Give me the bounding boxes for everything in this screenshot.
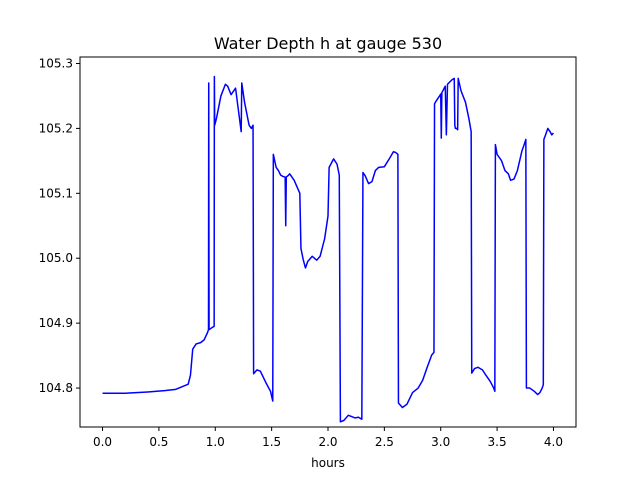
x-tick-label: 3.0	[431, 435, 450, 449]
y-tick-label: 105.3	[39, 56, 73, 70]
plot-area	[79, 56, 577, 428]
x-tick-label: 0.5	[149, 435, 168, 449]
x-axis-label: hours	[311, 456, 345, 470]
y-tick-label: 105.1	[39, 186, 73, 200]
series-line-1	[102, 75, 555, 423]
x-tick-label: 3.5	[488, 435, 507, 449]
plot-frame	[79, 56, 577, 428]
y-axis: 104.8 104.9 105.0 105.1 105.2 105.3	[39, 56, 80, 395]
x-tick-label: 4.0	[544, 435, 563, 449]
y-tick-label: 104.8	[39, 381, 73, 395]
y-tick-label: 105.0	[39, 251, 73, 265]
x-tick-label: 1.0	[206, 435, 225, 449]
y-tick-label: 105.2	[39, 121, 73, 135]
chart-title: Water Depth h at gauge 530	[214, 34, 442, 53]
x-tick-label: 2.5	[375, 435, 394, 449]
x-tick-label: 1.5	[262, 435, 281, 449]
x-tick-label: 2.0	[318, 435, 337, 449]
x-axis: 0.0 0.5 1.0 1.5 2.0 2.5 3.0 3.5 4.0	[93, 427, 563, 449]
x-tick-label: 0.0	[93, 435, 112, 449]
y-tick-label: 104.9	[39, 316, 73, 330]
